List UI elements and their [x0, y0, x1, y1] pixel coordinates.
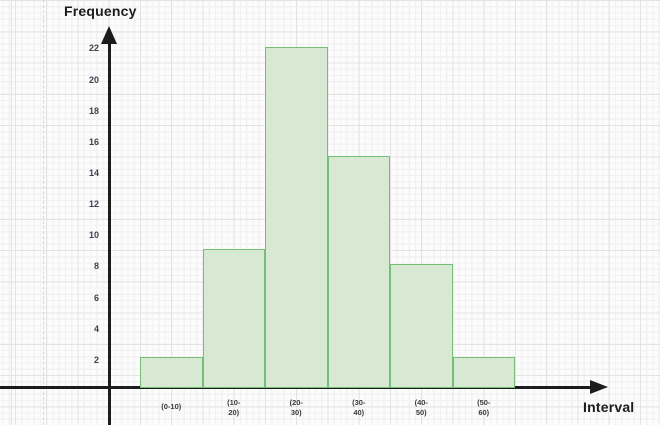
- y-tick-label-12: 12: [88, 199, 99, 210]
- y-tick-label-2: 2: [93, 354, 99, 365]
- y-tick-label-16: 16: [88, 136, 99, 147]
- x-category-label-(30-40): (30- 40): [352, 398, 366, 417]
- x-axis-title: Interval: [583, 399, 635, 415]
- y-tick-label-10: 10: [88, 230, 99, 241]
- y-tick-label-20: 20: [88, 74, 99, 85]
- bar-(20-30): [265, 47, 328, 388]
- bar-(30-40): [327, 155, 390, 388]
- y-axis-title: Frequency: [64, 3, 137, 19]
- page-boundary-dashed-line: [43, 0, 44, 425]
- y-tick-label-14: 14: [88, 168, 99, 179]
- bar-(0-10): [140, 357, 203, 388]
- y-tick-label-4: 4: [93, 323, 99, 334]
- bar-(40-50): [390, 264, 453, 388]
- x-category-label-(0-10): (0-10): [161, 402, 182, 411]
- x-category-label-(40-50): (40- 50): [414, 398, 428, 417]
- x-category-label-(20-30): (20- 30): [289, 398, 303, 417]
- y-tick-label-6: 6: [93, 292, 99, 303]
- x-category-label-(10-20): (10- 20): [227, 398, 241, 417]
- y-tick-label-8: 8: [93, 261, 99, 272]
- y-tick-label-18: 18: [88, 105, 99, 116]
- y-axis-line: [108, 38, 111, 425]
- y-axis-arrow-icon: [101, 26, 117, 44]
- x-category-label-(50-60): (50- 60): [477, 398, 491, 417]
- bar-(10-20): [202, 248, 265, 388]
- bar-(50-60): [452, 357, 515, 388]
- x-axis-arrow-icon: [590, 380, 608, 394]
- y-tick-label-22: 22: [88, 43, 99, 54]
